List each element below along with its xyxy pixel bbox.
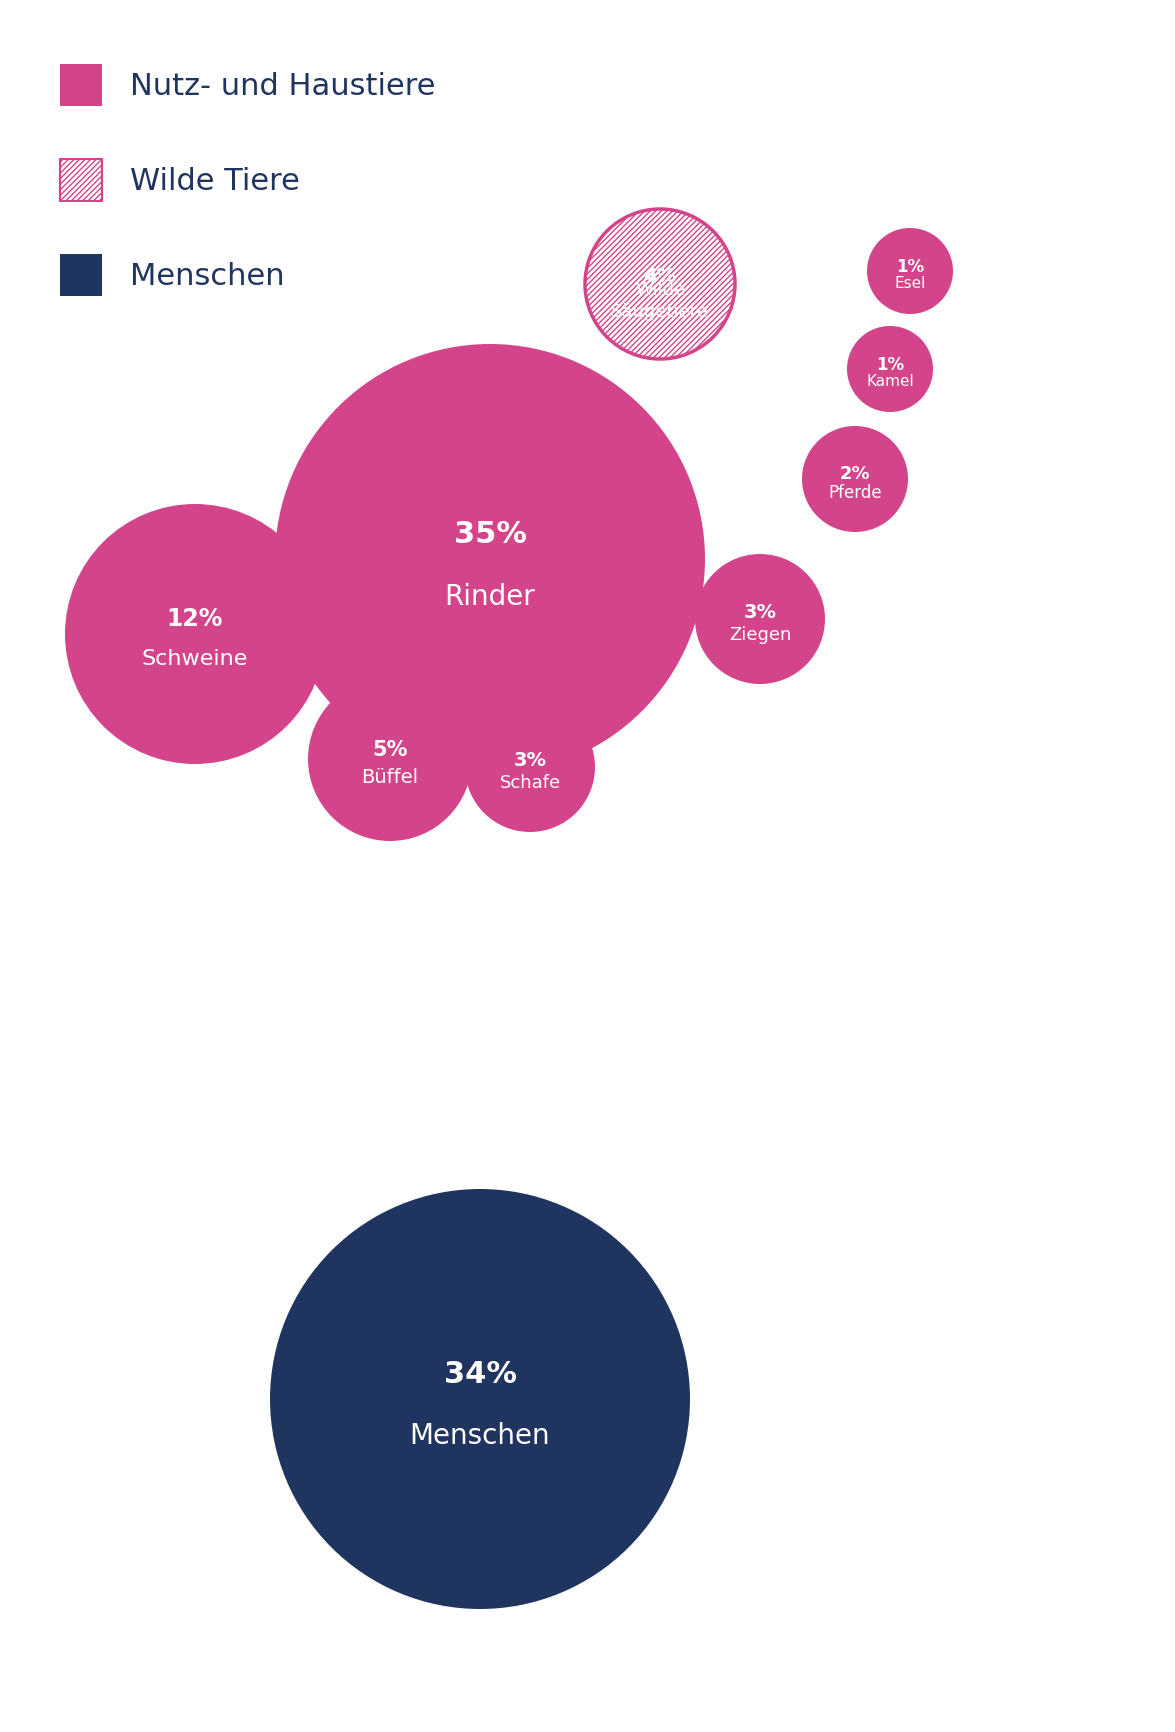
Text: Wilde Tiere: Wilde Tiere [130,166,300,196]
Text: 3%: 3% [513,750,546,769]
Text: Schweine: Schweine [142,650,248,669]
Text: 1%: 1% [897,258,924,275]
Circle shape [694,554,825,684]
Circle shape [270,1190,690,1609]
Circle shape [275,345,705,774]
Text: Esel: Esel [894,275,926,291]
Text: Menschen: Menschen [410,1422,550,1450]
Text: Pferde: Pferde [828,483,881,502]
Circle shape [585,210,736,360]
Circle shape [867,229,953,315]
Text: Nutz- und Haustiere: Nutz- und Haustiere [130,71,436,100]
Circle shape [465,703,595,833]
Text: Menschen: Menschen [130,262,284,291]
Text: Büffel: Büffel [362,767,418,786]
Bar [60,255,102,296]
Text: 1%: 1% [875,355,904,374]
Text: Kamel: Kamel [866,374,914,388]
Circle shape [65,504,325,764]
Text: 12%: 12% [167,606,223,630]
Text: Wilde
Säugetiere: Wilde Säugetiere [611,281,709,320]
Text: 2%: 2% [840,464,871,481]
Bar [60,159,102,203]
Bar [60,159,102,203]
Text: 5%: 5% [372,740,408,760]
Circle shape [847,327,933,412]
Text: Rinder: Rinder [444,582,536,610]
Bar [60,66,102,107]
Text: 35%: 35% [454,520,526,549]
Circle shape [308,677,472,842]
Text: Ziegen: Ziegen [728,625,791,644]
Text: Schafe: Schafe [499,774,560,792]
Text: 3%: 3% [744,603,777,622]
Circle shape [803,426,908,533]
Text: 34%: 34% [443,1360,517,1389]
Text: 4%: 4% [644,267,677,286]
